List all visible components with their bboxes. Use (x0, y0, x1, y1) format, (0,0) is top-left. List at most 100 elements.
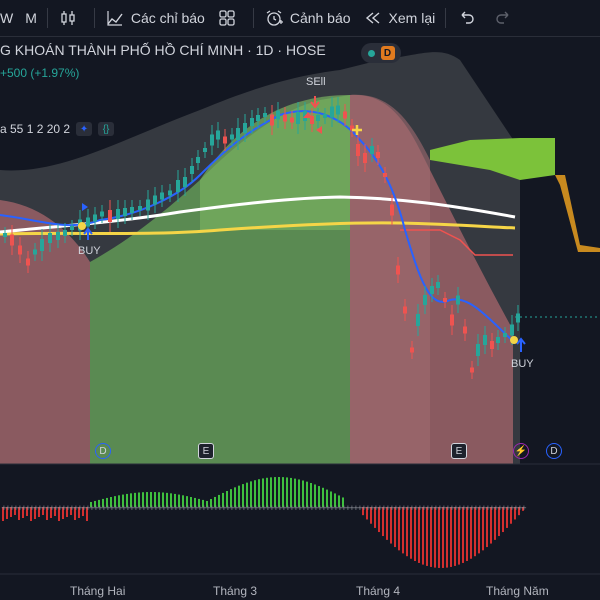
oscillator-bar (378, 507, 380, 533)
divider (46, 8, 48, 28)
zero-cross-marker: + (257, 504, 263, 512)
session-toggle[interactable]: D (361, 43, 401, 63)
zero-cross-marker: + (329, 504, 335, 512)
oscillator-bar (314, 484, 316, 507)
oscillator-bar (466, 507, 468, 561)
zero-cross-marker: + (381, 504, 387, 512)
zero-cross-marker: + (457, 504, 463, 512)
redo-button[interactable] (488, 0, 526, 36)
oscillator-bar (246, 482, 248, 507)
zero-cross-marker: + (357, 504, 363, 512)
oscillator-bar (454, 507, 456, 566)
sparkle-icon[interactable]: ✦ (76, 122, 93, 136)
oscillator-bar (330, 491, 332, 507)
candle (423, 295, 427, 305)
oscillator-bar (202, 499, 204, 507)
indicator-legend[interactable]: a 55 1 2 20 2 ✦ {} (0, 122, 115, 136)
candle (243, 123, 247, 133)
ma-yellow-line (0, 221, 516, 236)
price-chart[interactable]: ++++++++++++++++++++++++++++++++++++++++… (0, 37, 600, 600)
divider (93, 8, 95, 28)
symbol-title[interactable]: G KHOÁN THÀNH PHỐ HỒ CHÍ MINH · 1D · HOS… (0, 42, 326, 58)
oscillator-bar (50, 507, 52, 518)
oscillator-bar (82, 507, 84, 516)
zero-cross-marker: + (125, 504, 131, 512)
interval-button[interactable]: M (19, 0, 43, 36)
zero-cross-marker: + (513, 504, 519, 512)
oscillator-bar (150, 492, 152, 507)
dividend-event[interactable]: D (95, 443, 111, 459)
top-toolbar: W M Các chỉ báo Cảnh báo Xem lại (0, 0, 600, 37)
oscillator-bar (42, 507, 44, 515)
alerts-button[interactable]: Cảnh báo (258, 0, 357, 36)
indicators-button[interactable]: Các chỉ báo (99, 0, 211, 36)
zero-cross-marker: + (341, 504, 347, 512)
oscillator-bar (278, 477, 280, 507)
dividend-event[interactable]: D (546, 443, 562, 459)
candle (116, 209, 120, 219)
symbol-label: W (0, 10, 14, 26)
zero-cross-marker: + (317, 504, 323, 512)
split-event[interactable]: ⚡ (513, 443, 529, 459)
zero-cross-marker: + (133, 504, 139, 512)
time-axis-label: Tháng Hai (70, 584, 126, 598)
oscillator-bar (106, 497, 108, 507)
oscillator-bar (266, 477, 268, 507)
oscillator-bar (450, 507, 452, 567)
zero-cross-marker: + (349, 504, 355, 512)
oscillator-bar (394, 507, 396, 548)
grid-icon (217, 8, 237, 28)
oscillator-bar (26, 507, 28, 516)
zero-cross-marker: + (137, 504, 143, 512)
zero-cross-marker: + (265, 504, 271, 512)
oscillator-bar (430, 507, 432, 567)
candle (383, 173, 387, 177)
layouts-button[interactable] (211, 0, 249, 36)
oscillator-bar (66, 507, 68, 517)
oscillator-bar (406, 507, 408, 557)
earnings-event[interactable]: E (198, 443, 214, 459)
candle (100, 211, 104, 217)
candle (203, 148, 207, 152)
candle (436, 282, 440, 288)
zero-cross-marker: + (105, 504, 111, 512)
oscillator-bar (242, 484, 244, 507)
candle (503, 333, 507, 337)
zero-cross-marker: + (209, 504, 215, 512)
zero-cross-marker: + (485, 504, 491, 512)
chart-type-button[interactable] (52, 0, 90, 36)
ichimoku-cloud-green (430, 138, 555, 180)
zero-cross-marker: + (21, 504, 27, 512)
price-change: +500 (+1.97%) (0, 66, 80, 80)
oscillator-bar (198, 498, 200, 507)
oscillator-bar (470, 507, 472, 559)
zero-cross-marker: + (57, 504, 63, 512)
undo-button[interactable] (450, 0, 488, 36)
candle (190, 166, 194, 174)
candle (86, 217, 90, 227)
zero-cross-marker: + (37, 504, 43, 512)
zero-cross-marker: + (301, 504, 307, 512)
source-code-icon[interactable]: {} (98, 122, 115, 136)
zero-cross-marker: + (469, 504, 475, 512)
zero-cross-marker: + (449, 504, 455, 512)
oscillator-bar (250, 481, 252, 507)
zero-cross-marker: + (425, 504, 431, 512)
zero-cross-marker: + (61, 504, 67, 512)
oscillator-bar (458, 507, 460, 565)
oscillator-bar (102, 498, 104, 507)
ichimoku-cloud-orange (555, 175, 600, 252)
zero-cross-marker: + (321, 504, 327, 512)
zero-cross-marker: + (213, 504, 219, 512)
symbol-button[interactable]: W (0, 0, 19, 36)
replay-button[interactable]: Xem lại (357, 0, 442, 36)
divider (445, 8, 447, 28)
zero-cross-marker: + (377, 504, 383, 512)
candle (296, 112, 300, 124)
zero-cross-marker: + (193, 504, 199, 512)
candle (490, 341, 494, 349)
zero-cross-marker: + (281, 504, 287, 512)
oscillator-bar (218, 494, 220, 507)
candle (230, 134, 234, 140)
earnings-event[interactable]: E (451, 443, 467, 459)
